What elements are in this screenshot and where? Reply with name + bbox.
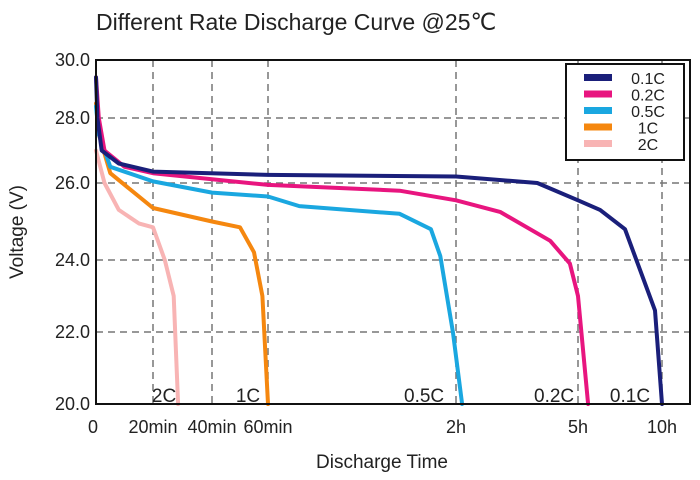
series-line-0.1C <box>94 75 664 406</box>
series-line-0.5C <box>94 104 465 406</box>
x-tick-label: 0 <box>88 417 98 437</box>
y-tick-label: 20.0 <box>55 394 90 414</box>
curve-end-label: 0.5C <box>404 386 444 407</box>
y-tick-label: 28.0 <box>55 108 90 128</box>
legend-swatch <box>584 140 612 147</box>
y-tick-label: 22.0 <box>55 322 90 342</box>
y-tick-label: 24.0 <box>55 250 90 270</box>
x-tick-label: 20min <box>128 417 177 437</box>
y-axis-label: Voltage (V) <box>7 185 28 279</box>
curve-end-label: 0.1C <box>610 386 650 407</box>
y-tick-label: 26.0 <box>55 173 90 193</box>
legend-swatch <box>584 107 612 114</box>
series-line-1C <box>94 101 270 406</box>
x-tick-label: 10h <box>647 417 677 437</box>
x-tick-label: 60min <box>243 417 292 437</box>
x-tick-label: 40min <box>187 417 236 437</box>
chart-title: Different Rate Discharge Curve @25℃ <box>96 9 496 35</box>
legend-swatch <box>584 74 612 81</box>
curve-end-label: 2C <box>152 386 176 407</box>
x-tick-label: 2h <box>446 417 466 437</box>
x-axis-label: Discharge Time <box>316 452 448 473</box>
series-line-0.2C <box>94 75 591 406</box>
legend-swatch <box>584 90 612 98</box>
legend-label: 1C <box>638 121 658 138</box>
series-line-2C <box>94 148 181 406</box>
legend-label: 0.1C <box>631 71 665 88</box>
legend-box <box>565 63 685 161</box>
curve-end-label: 0.2C <box>534 386 574 407</box>
x-tick-label: 5h <box>568 417 588 437</box>
curve-end-label: 1C <box>236 386 260 407</box>
legend-swatch <box>584 123 612 131</box>
legend-label: 0.2C <box>631 88 665 105</box>
y-tick-label: 30.0 <box>55 50 90 70</box>
legend-label: 2C <box>638 137 658 154</box>
plot-frame <box>95 59 691 405</box>
legend-label: 0.5C <box>631 104 665 121</box>
